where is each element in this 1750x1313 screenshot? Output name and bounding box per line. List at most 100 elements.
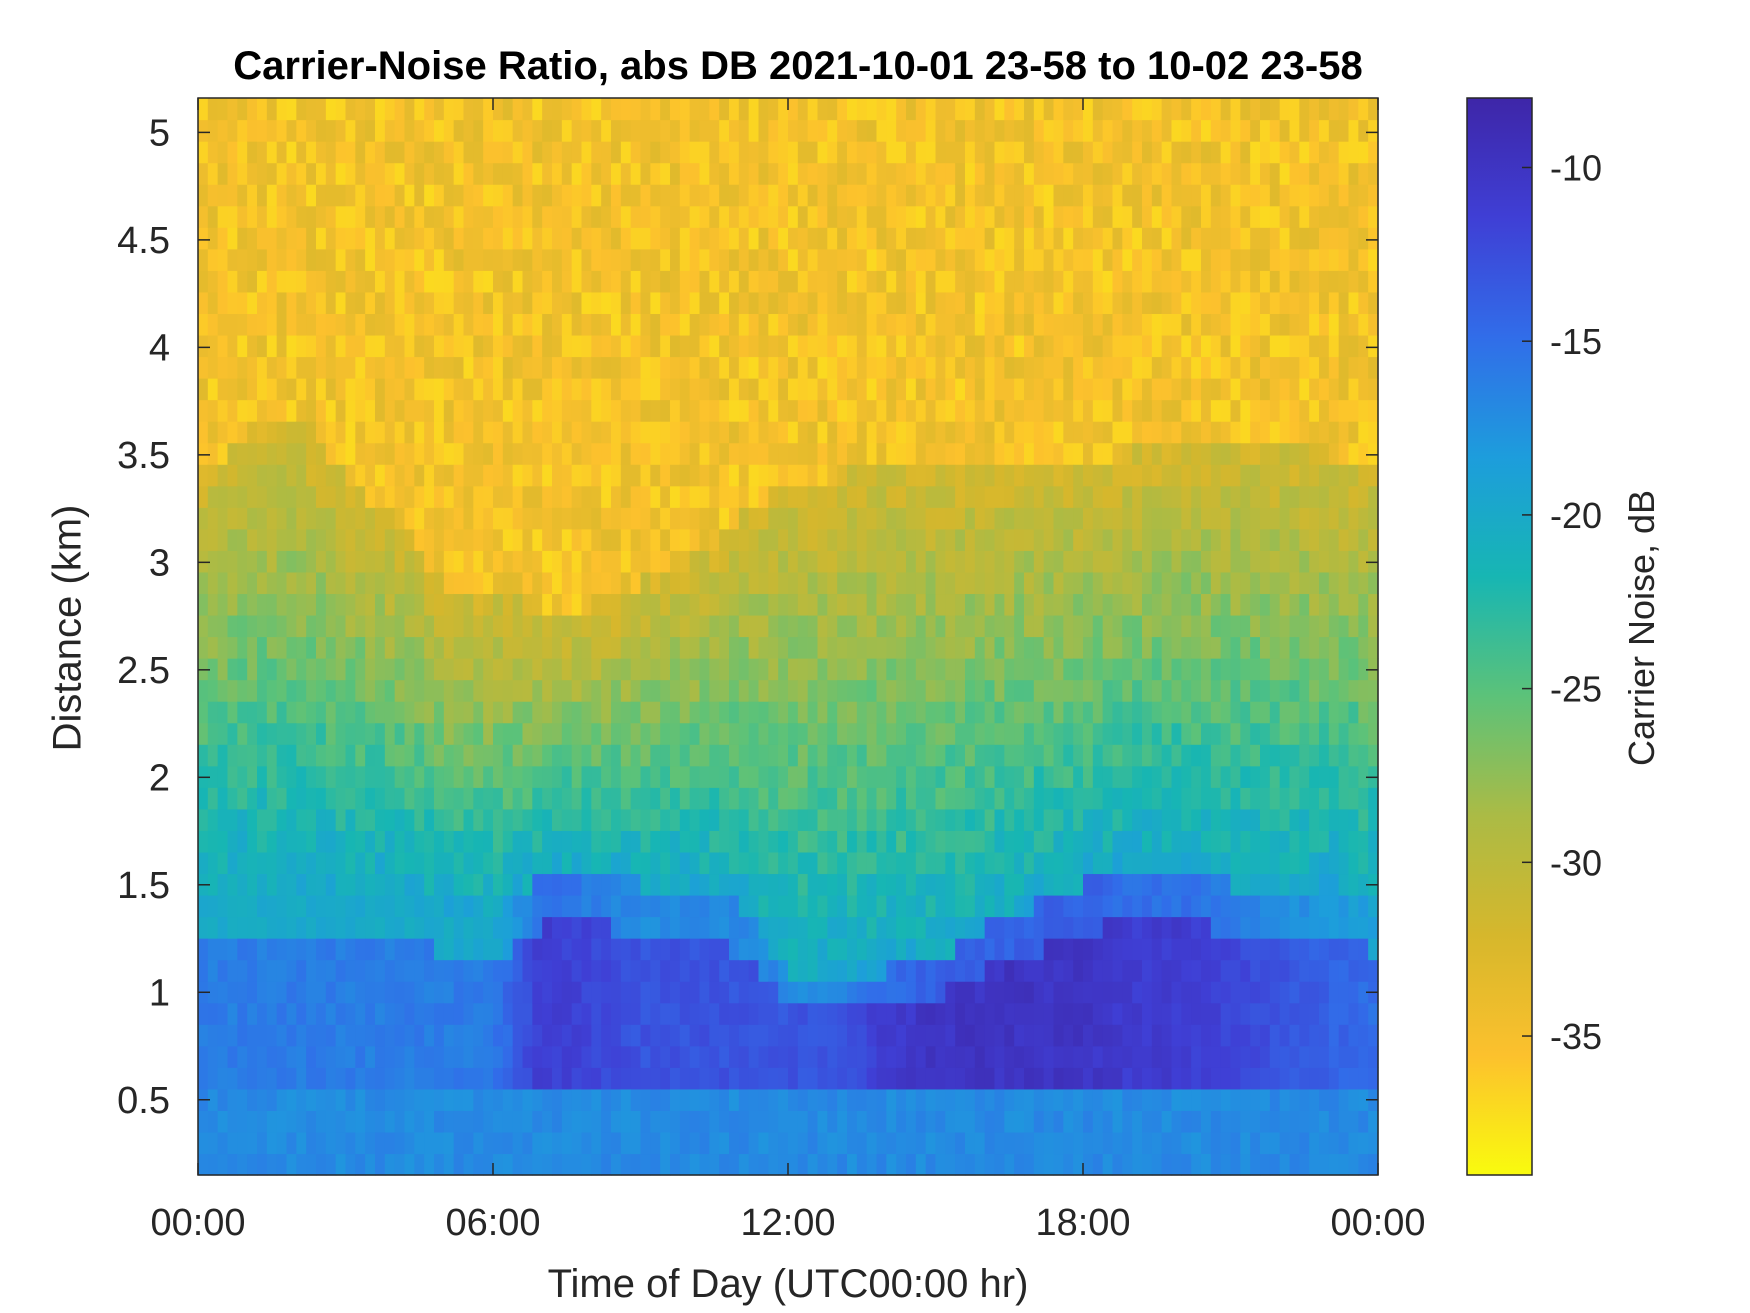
heatmap-cell — [758, 399, 769, 422]
heatmap-cell — [463, 571, 474, 595]
heatmap-cell — [345, 98, 356, 121]
heatmap-cell — [443, 593, 455, 616]
heatmap-cell — [365, 593, 376, 616]
heatmap-cell — [502, 808, 514, 831]
heatmap-cell — [571, 1110, 583, 1133]
heatmap-cell — [266, 119, 278, 142]
heatmap-cell — [611, 1153, 622, 1176]
heatmap-cell — [1073, 959, 1084, 982]
heatmap-cell — [1112, 701, 1123, 724]
heatmap-cell — [276, 313, 288, 336]
heatmap-cell — [837, 313, 848, 336]
heatmap-cell — [483, 571, 494, 595]
heatmap-cell — [729, 334, 740, 358]
heatmap-cell — [542, 679, 553, 702]
heatmap-cell — [325, 464, 337, 487]
heatmap-cell — [679, 550, 691, 573]
heatmap-cell — [286, 528, 297, 551]
heatmap-cell — [601, 1002, 612, 1025]
heatmap-cell — [591, 1002, 602, 1025]
heatmap-cell — [670, 227, 681, 250]
heatmap-cell — [896, 1110, 907, 1133]
heatmap-cell — [1063, 981, 1074, 1004]
heatmap-cell — [591, 550, 602, 573]
heatmap-cell — [316, 485, 327, 508]
heatmap-cell — [1142, 959, 1153, 982]
heatmap-cell — [1043, 550, 1055, 573]
heatmap-cell — [1171, 485, 1182, 508]
heatmap-cell — [758, 485, 769, 508]
heatmap-cell — [601, 184, 612, 207]
heatmap-cell — [453, 291, 465, 314]
heatmap-cell — [1053, 959, 1064, 982]
heatmap-cell — [689, 636, 701, 659]
heatmap-cell — [286, 205, 297, 228]
heatmap-cell — [670, 1002, 681, 1025]
heatmap-cell — [640, 658, 651, 681]
heatmap-cell — [493, 765, 504, 788]
heatmap-cell — [1112, 550, 1123, 573]
heatmap-cell — [660, 679, 671, 702]
heatmap-cell — [266, 701, 278, 724]
heatmap-cell — [699, 1002, 710, 1025]
heatmap-cell — [906, 614, 917, 638]
heatmap-cell — [306, 313, 317, 336]
heatmap-cell — [827, 528, 838, 551]
heatmap-cell — [1142, 162, 1153, 185]
heatmap-cell — [286, 851, 297, 875]
heatmap-cell — [1024, 744, 1035, 767]
heatmap-cell — [1122, 701, 1133, 724]
heatmap-cell — [522, 593, 533, 616]
heatmap-cell — [729, 1002, 740, 1025]
heatmap-cell — [709, 744, 720, 767]
heatmap-cell — [955, 851, 966, 875]
heatmap-cell — [915, 1153, 927, 1176]
heatmap-cell — [620, 1131, 632, 1155]
heatmap-cell — [512, 421, 524, 444]
heatmap-cell — [915, 1002, 927, 1025]
heatmap-cell — [257, 571, 268, 595]
heatmap-cell — [384, 916, 396, 939]
heatmap-cell — [502, 248, 514, 271]
heatmap-cell — [365, 1045, 376, 1068]
heatmap-cell — [443, 1088, 455, 1111]
heatmap-cell — [306, 291, 317, 314]
heatmap-cell — [856, 270, 868, 293]
heatmap-cell — [670, 378, 681, 401]
heatmap-cell — [886, 614, 897, 638]
heatmap-cell — [365, 442, 376, 465]
heatmap-cell — [679, 184, 691, 207]
heatmap-cell — [1171, 614, 1182, 638]
heatmap-cell — [886, 1045, 897, 1068]
heatmap-cell — [925, 442, 937, 465]
heatmap-cell — [394, 1045, 406, 1068]
heatmap-cell — [345, 205, 356, 228]
heatmap-cell — [778, 679, 789, 702]
heatmap-cell — [316, 1088, 327, 1111]
heatmap-cell — [266, 184, 278, 207]
heatmap-cell — [571, 184, 583, 207]
heatmap-cell — [1092, 701, 1104, 724]
heatmap-cell — [1171, 916, 1182, 939]
heatmap-cell — [1132, 184, 1143, 207]
heatmap-cell — [266, 291, 278, 314]
heatmap-cell — [994, 571, 1005, 595]
heatmap-cell — [768, 98, 779, 121]
heatmap-cell — [502, 873, 514, 896]
heatmap-cell — [778, 658, 789, 681]
heatmap-cell — [679, 464, 691, 487]
heatmap-cell — [738, 184, 750, 207]
heatmap-cell — [473, 550, 484, 573]
heatmap-cell — [375, 873, 386, 896]
heatmap-cell — [778, 614, 789, 638]
heatmap-cell — [571, 485, 583, 508]
heatmap-cell — [1033, 679, 1045, 702]
heatmap-cell — [827, 1110, 838, 1133]
heatmap-cell — [424, 442, 435, 465]
heatmap-cell — [247, 550, 258, 573]
heatmap-cell — [965, 334, 976, 358]
heatmap-cell — [640, 485, 651, 508]
heatmap-cell — [276, 334, 288, 358]
heatmap-cell — [552, 679, 563, 702]
heatmap-cell — [1063, 873, 1074, 896]
